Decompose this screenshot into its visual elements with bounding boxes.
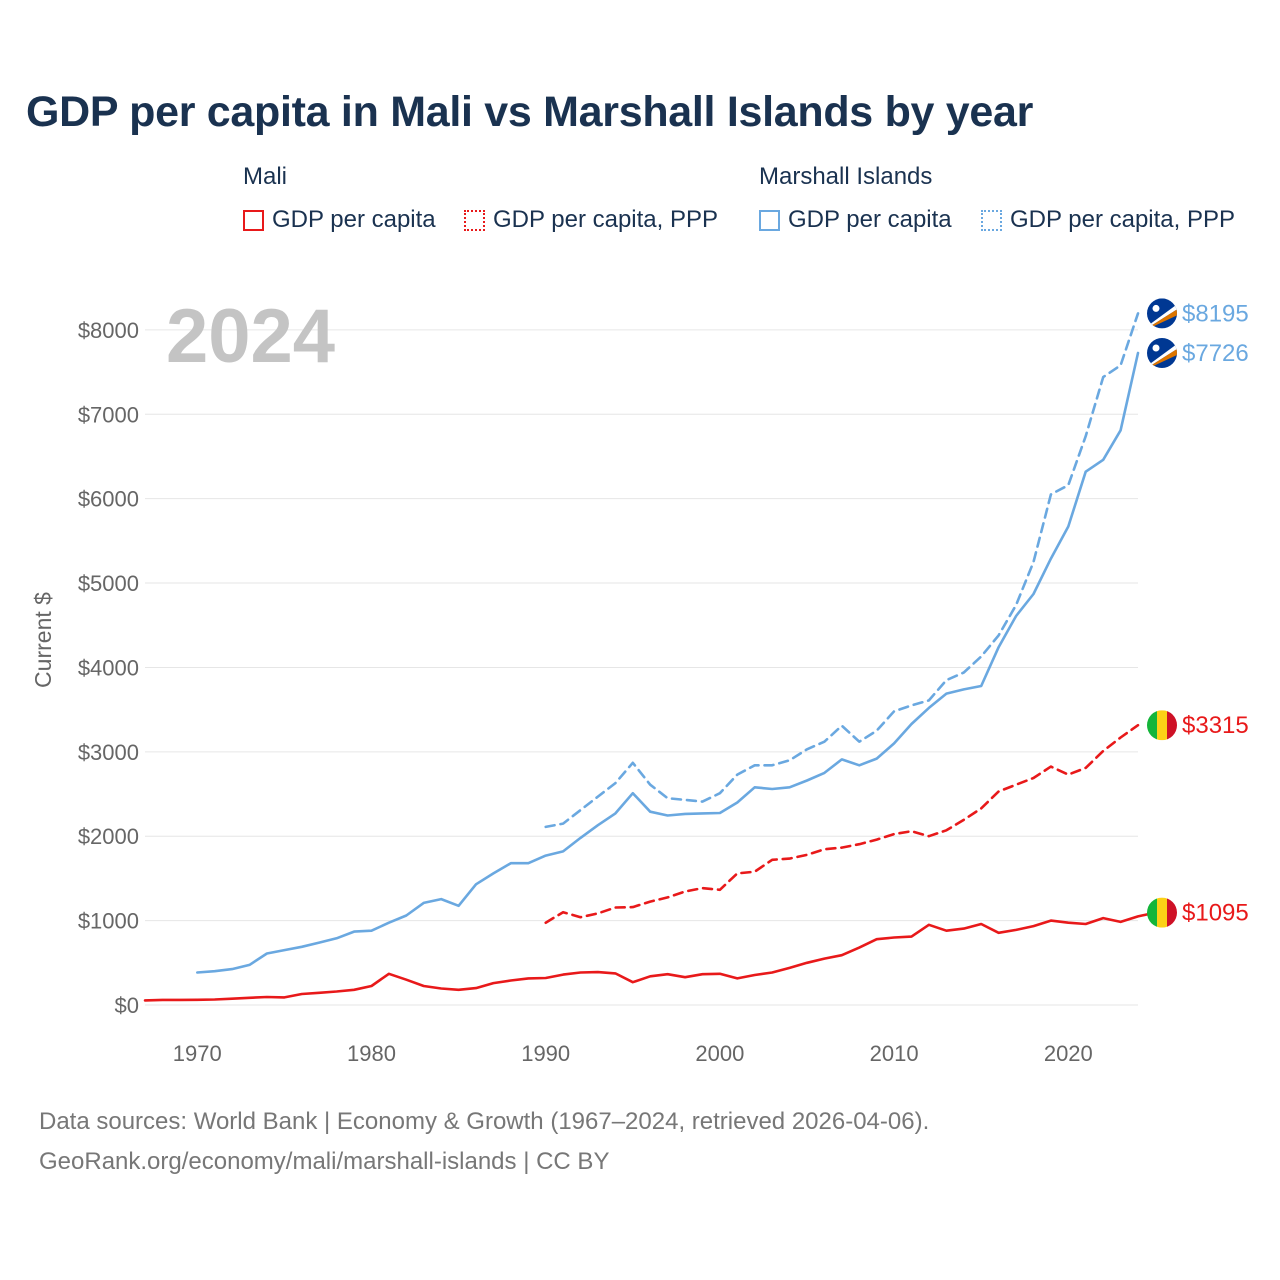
y-tick-label: $3000: [78, 740, 139, 765]
x-axis-ticks: 1970 1980 1990 2000 2010 2020: [173, 1041, 1093, 1066]
year-watermark: 2024: [166, 294, 335, 379]
chart-title: GDP per capita in Mali vs Marshall Islan…: [26, 88, 1034, 136]
legend-label: GDP per capita, PPP: [493, 206, 718, 233]
series-line-mali-ppp: [544, 723, 1140, 925]
legend-group-mali: Mali: [243, 163, 288, 190]
series-line-marshall: [196, 351, 1140, 974]
source-url: GeoRank.org/economy/mali/marshall-island…: [39, 1148, 610, 1175]
x-tick-label: 1970: [173, 1041, 222, 1066]
y-tick-label: $4000: [78, 655, 139, 680]
x-tick-label: 2000: [695, 1041, 744, 1066]
y-tick-label: $7000: [78, 402, 139, 427]
legend-swatch-solid-blue: [759, 209, 780, 231]
end-value-label: $1095: [1182, 900, 1249, 927]
end-value-label: $7726: [1182, 340, 1249, 367]
legend-label: GDP per capita: [788, 206, 952, 233]
y-tick-label: $1000: [78, 909, 139, 934]
legend-group-marshall-islands: Marshall Islands: [759, 163, 933, 190]
y-tick-label: $8000: [78, 318, 139, 343]
mali-flag-icon: [1147, 710, 1177, 741]
legend-item-mali-gdp-ppp[interactable]: GDP per capita, PPP: [464, 206, 718, 234]
y-tick-label: $5000: [78, 571, 139, 596]
y-axis-ticks: $0 $1000 $2000 $3000 $4000 $5000 $6000 $7000 $80…: [78, 318, 139, 1018]
y-tick-label: $0: [115, 993, 139, 1018]
y-tick-label: $6000: [78, 487, 139, 512]
end-markers: $1095 $3315 $7726 $8195: [1147, 298, 1249, 928]
gridlines: [145, 329, 1138, 1006]
x-tick-label: 1990: [521, 1041, 570, 1066]
series-line-marshall-ppp: [544, 312, 1140, 829]
legend-item-mali-gdp[interactable]: GDP per capita: [243, 206, 436, 234]
legend-swatch-solid-red: [243, 209, 264, 231]
mali-flag-icon: [1147, 897, 1177, 928]
marshall-flag-icon: [1147, 298, 1177, 329]
series-lines: [143, 312, 1157, 1002]
series-line-mali: [143, 911, 1157, 1002]
marshall-flag-icon: [1147, 338, 1177, 369]
source-line: Data sources: World Bank | Economy & Gro…: [39, 1108, 930, 1135]
legend-label: GDP per capita, PPP: [1010, 206, 1235, 233]
legend-swatch-dotted-red: [464, 209, 485, 231]
legend-swatch-dotted-blue: [981, 209, 1002, 231]
x-tick-label: 2020: [1044, 1041, 1093, 1066]
end-value-label: $3315: [1182, 712, 1249, 739]
y-axis-label: Current $: [30, 592, 56, 688]
end-value-label: $8195: [1182, 300, 1249, 327]
x-tick-label: 2010: [870, 1041, 919, 1066]
line-chart: $0 $1000 $2000 $3000 $4000 $5000 $6000 $7000 $80…: [30, 294, 1249, 1066]
y-tick-label: $2000: [78, 824, 139, 849]
legend-item-marshall-gdp[interactable]: GDP per capita: [759, 206, 952, 234]
legend-label: GDP per capita: [272, 206, 436, 233]
x-tick-label: 1980: [347, 1041, 396, 1066]
legend-item-marshall-gdp-ppp[interactable]: GDP per capita, PPP: [981, 206, 1235, 234]
